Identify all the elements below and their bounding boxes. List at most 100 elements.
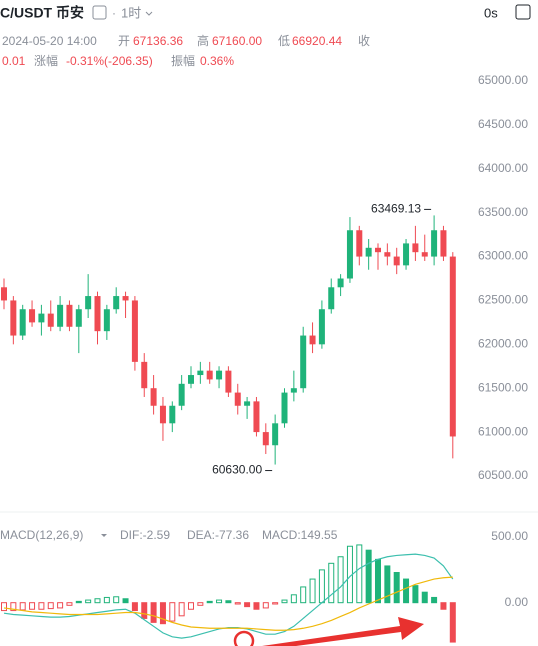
candle-body: [150, 388, 157, 406]
y-tick-label: 64500.00: [478, 117, 528, 131]
y-tick-label: 65000.00: [478, 73, 528, 87]
candle-body: [57, 304, 64, 327]
change: -0.31%(-206.35): [66, 54, 153, 68]
low: 66920.44: [292, 34, 342, 48]
macd-bar: [403, 578, 410, 604]
candle-body: [431, 230, 438, 257]
candle-body: [328, 287, 335, 310]
y-tick-label: 500.00: [491, 529, 528, 543]
change-label: 涨幅: [34, 53, 58, 68]
annotation-arrow: [262, 617, 424, 646]
macd-bar: [309, 578, 316, 604]
macd-bar: [449, 602, 456, 643]
macd-line: [3, 553, 454, 639]
open: 67136.36: [133, 34, 183, 48]
close-label: 收: [358, 34, 370, 48]
interval-caret[interactable]: [145, 11, 153, 16]
candle-body: [122, 296, 129, 301]
candle-body: [440, 230, 447, 257]
macd-bar: [10, 602, 17, 612]
candle-body: [403, 243, 410, 266]
candle-body: [206, 370, 213, 380]
time: 2024-05-20 14:00: [2, 34, 97, 48]
y-tick-label: 61500.00: [478, 380, 528, 394]
candle-body: [94, 296, 101, 332]
amp: 0.36%: [200, 54, 234, 68]
macd-line: [3, 576, 453, 631]
macd-bar: [38, 602, 45, 610]
candle-body: [346, 230, 353, 279]
macd-bar: [94, 598, 101, 604]
macd-bar: [440, 602, 447, 610]
macd-bar: [141, 602, 148, 619]
edit-icon[interactable]: [92, 5, 107, 20]
y-tick-label: 63000.00: [478, 249, 528, 263]
macd-bar: [281, 599, 288, 604]
candle-body: [281, 392, 288, 424]
macd-bar: [328, 562, 335, 604]
macd-bar: [290, 594, 297, 604]
macd-bar: [122, 598, 129, 604]
y-tick-label: 0.00: [505, 595, 529, 609]
macd-bar: [216, 599, 223, 604]
macd-bar: [19, 602, 26, 611]
candle-body: [290, 388, 297, 393]
macd-bar: [393, 572, 400, 604]
last: 0.01: [2, 54, 26, 68]
macd-bar: [318, 569, 325, 604]
macd-bar: [150, 602, 157, 623]
y-tick-label: 60500.00: [478, 468, 528, 482]
candle-body: [19, 309, 26, 336]
countdown: 0s: [484, 5, 498, 20]
macd-bar: [131, 602, 138, 612]
macd-bar: [47, 602, 54, 610]
candle-body: [169, 405, 176, 424]
high: 67160.00: [212, 34, 262, 48]
candle-body: [103, 309, 110, 332]
candle-body: [197, 370, 204, 376]
layout-icon[interactable]: [515, 4, 531, 20]
macd-bar: [159, 602, 166, 625]
macd-bar: [225, 600, 232, 604]
candle-body: [10, 300, 17, 336]
candle-body: [384, 252, 391, 257]
macd-bar: [431, 596, 438, 604]
candle-body: [216, 370, 223, 380]
macd-bar: [384, 565, 391, 604]
macd-bar: [421, 591, 428, 604]
macd-bar: [337, 556, 344, 604]
macd-bar: [244, 602, 251, 608]
candle-body: [188, 375, 194, 384]
candle-body: [253, 401, 260, 433]
macd-caret[interactable]: [101, 534, 107, 537]
amp-label: 振幅: [171, 53, 195, 68]
high-label: 高: [197, 33, 209, 48]
macd-bar: [113, 596, 120, 604]
macd-bar: [262, 602, 269, 609]
candle-body: [131, 300, 138, 362]
pair[interactable]: C/USDT 币安: [0, 5, 84, 21]
candle-body: [272, 423, 279, 446]
macd-title: MACD(12,26,9): [0, 528, 83, 542]
candle-body: [178, 383, 185, 406]
macd-bar: [103, 596, 110, 604]
candle-body: [318, 309, 325, 345]
macd-bar: [29, 602, 36, 610]
candle-body: [47, 313, 54, 327]
candle-body: [262, 432, 269, 446]
macd-bar: [365, 549, 372, 604]
y-tick-label: 62500.00: [478, 293, 528, 307]
macd-bar: [57, 602, 64, 609]
candle-body: [141, 361, 148, 389]
candle-body: [449, 256, 456, 437]
y-tick-label: 64000.00: [478, 161, 528, 175]
macd-bar: [178, 602, 185, 617]
candle-body: [309, 335, 316, 345]
y-tick-label: 62000.00: [478, 336, 528, 350]
interval[interactable]: 1时: [121, 5, 141, 20]
candle-body: [75, 309, 82, 327]
macd-bar: [66, 602, 73, 606]
macd-bar: [188, 602, 194, 610]
marker-label: 63469.13: [371, 202, 421, 216]
